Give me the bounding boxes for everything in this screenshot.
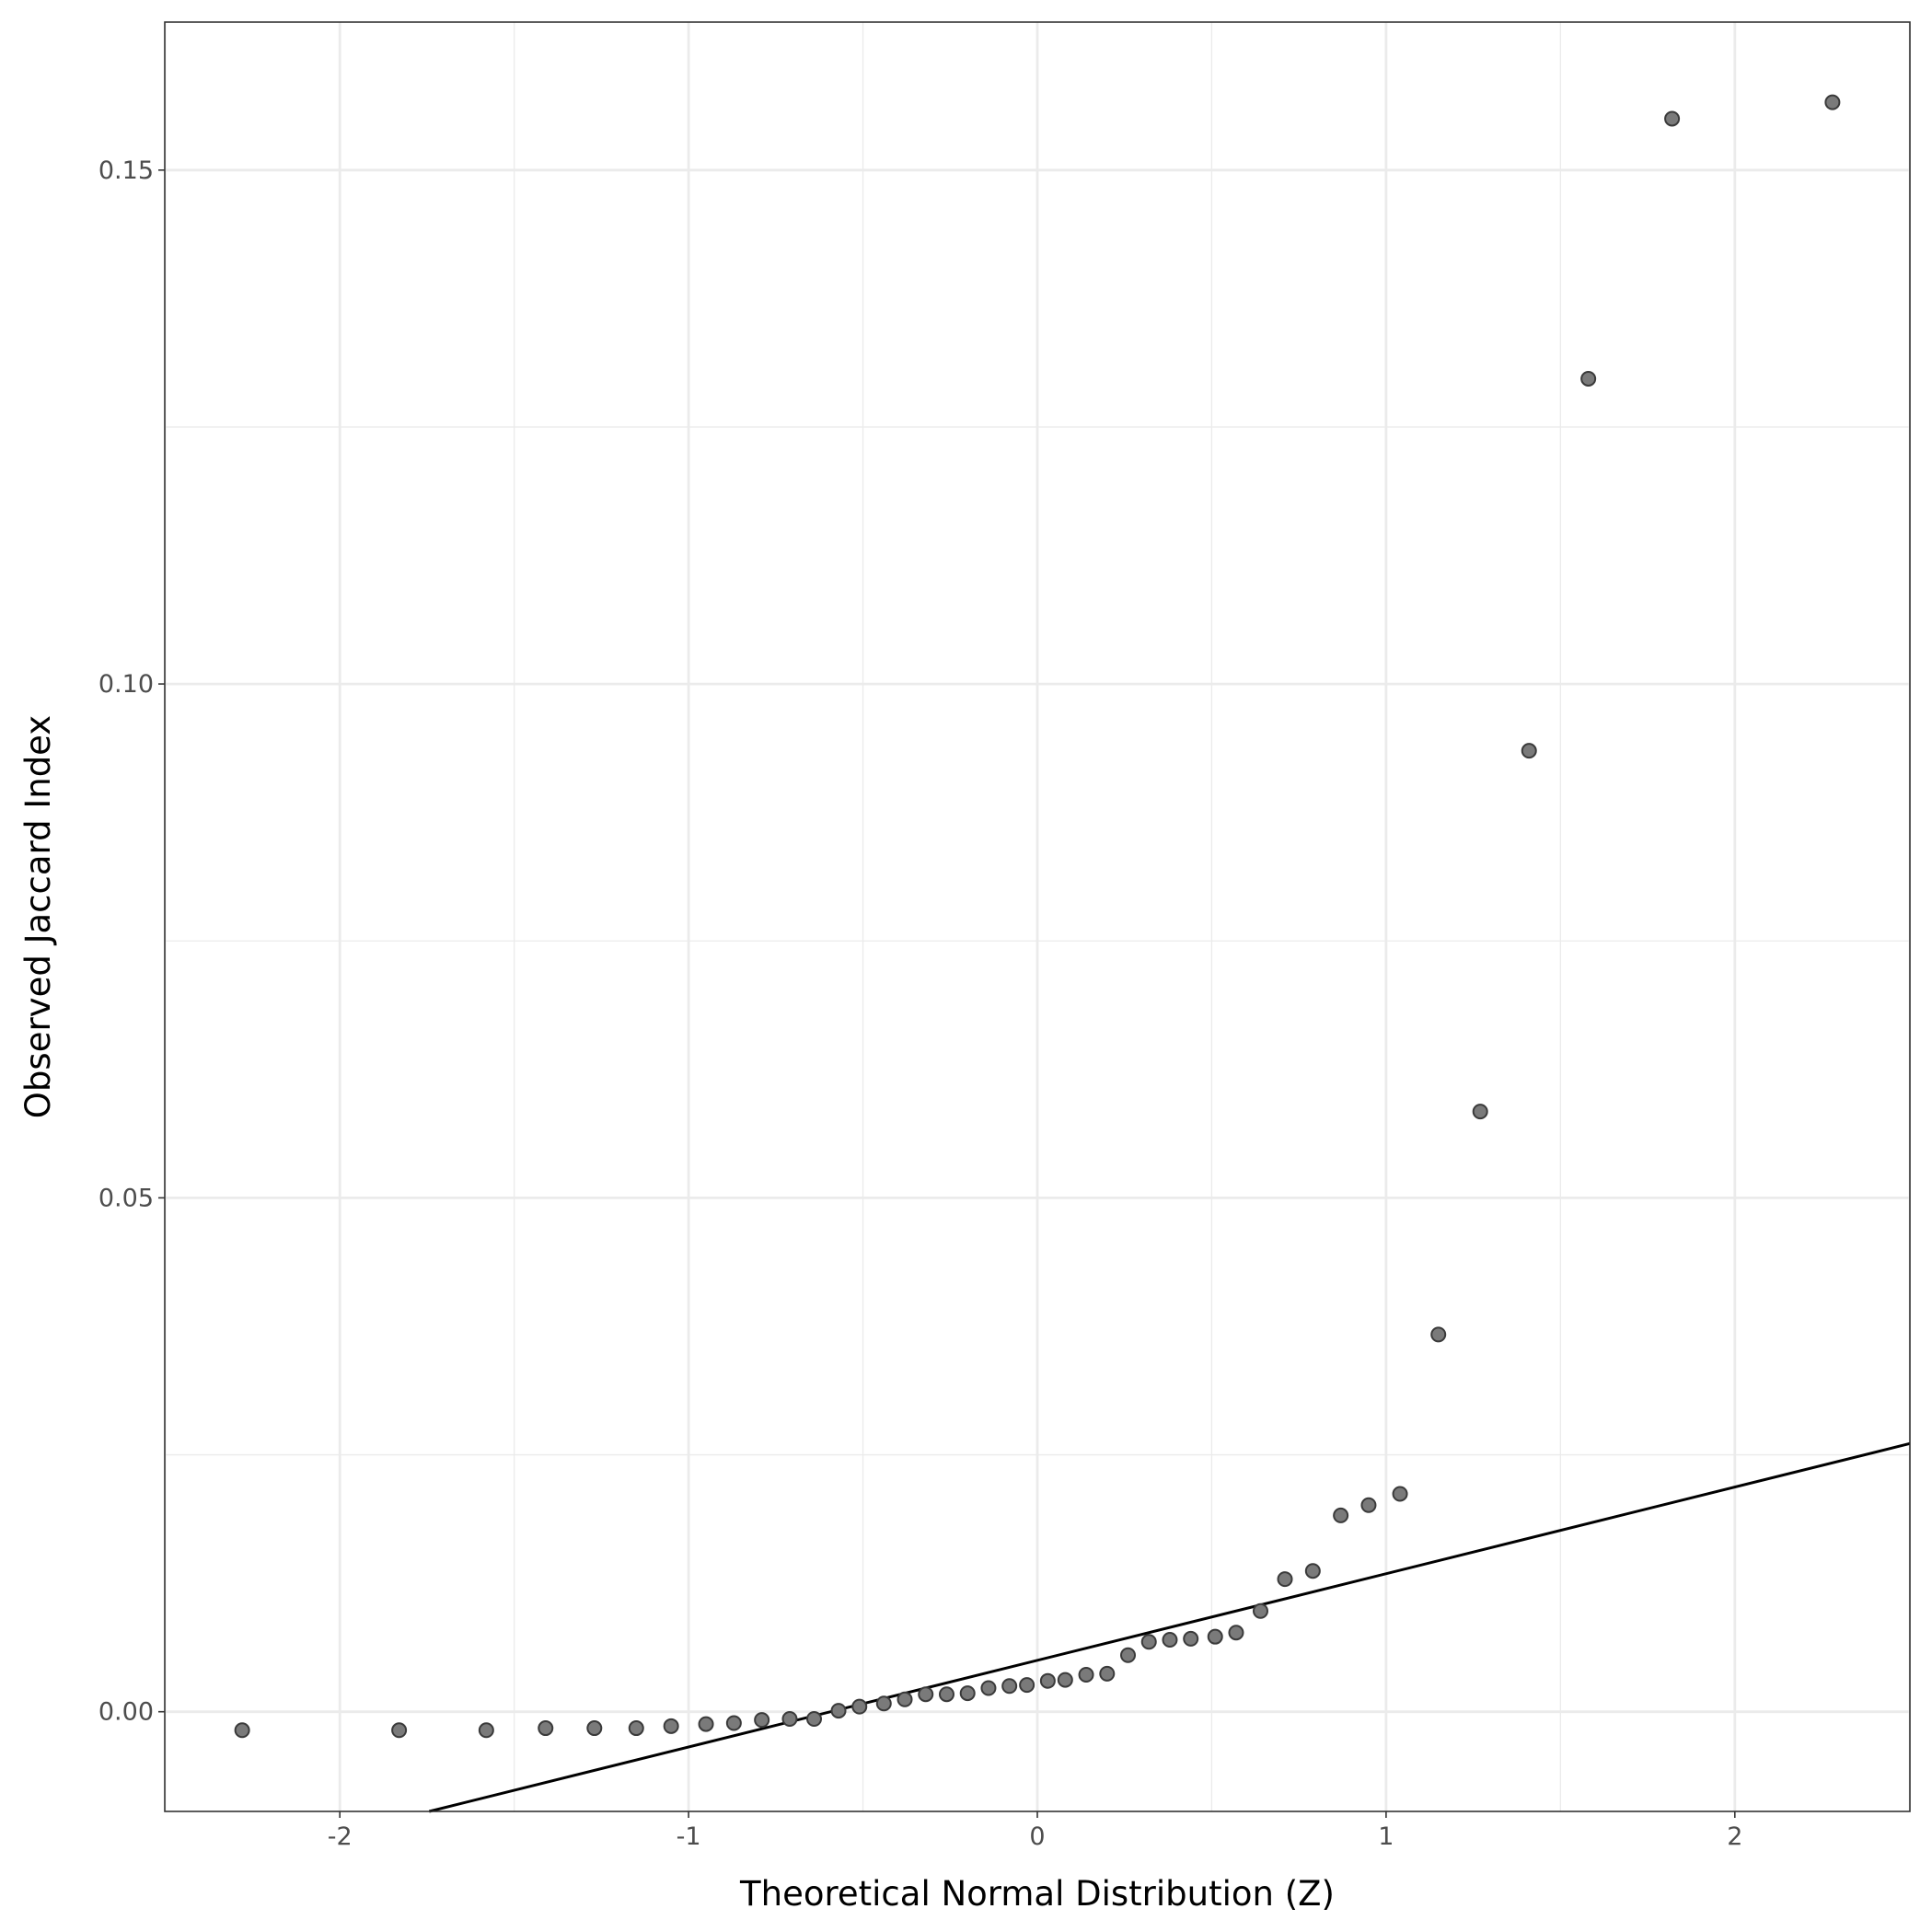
data-point xyxy=(1099,1665,1116,1682)
data-point xyxy=(698,1716,714,1732)
data-point xyxy=(1078,1666,1094,1683)
data-point xyxy=(897,1691,913,1707)
data-point xyxy=(725,1715,742,1731)
points xyxy=(234,94,1841,1739)
data-point xyxy=(1824,94,1841,110)
reference-line xyxy=(428,1441,1911,1813)
data-point xyxy=(1001,1678,1018,1695)
data-point xyxy=(1120,1647,1137,1663)
data-point xyxy=(1228,1625,1244,1641)
data-point xyxy=(1162,1632,1178,1649)
x-tick-label: -1 xyxy=(677,1822,701,1851)
data-point xyxy=(1057,1672,1073,1688)
data-point xyxy=(1392,1486,1408,1502)
x-tick-label: 1 xyxy=(1378,1822,1394,1851)
data-point xyxy=(1252,1602,1268,1619)
data-point xyxy=(875,1695,892,1712)
data-point xyxy=(938,1686,954,1703)
data-point xyxy=(1360,1497,1377,1513)
data-point xyxy=(1333,1507,1349,1523)
y-tick-label: 0.15 xyxy=(98,156,154,185)
data-point xyxy=(959,1685,976,1702)
x-tick-label: 2 xyxy=(1727,1822,1742,1851)
data-point xyxy=(830,1703,847,1719)
data-point xyxy=(478,1722,494,1739)
data-point xyxy=(628,1720,644,1737)
data-point xyxy=(851,1698,868,1715)
data-point xyxy=(234,1722,250,1739)
x-tick-label: -2 xyxy=(328,1822,353,1851)
data-point xyxy=(1472,1104,1488,1120)
data-point xyxy=(1521,743,1537,759)
data-point xyxy=(1039,1672,1056,1689)
data-point xyxy=(586,1720,603,1737)
y-axis-title: Observed Jaccard Index xyxy=(18,715,58,1118)
data-point xyxy=(1019,1677,1035,1694)
data-point xyxy=(663,1718,679,1734)
ticks: -2 -1 0 1 2 0.00 0.05 0.10 0.15 xyxy=(98,156,1743,1851)
data-point xyxy=(980,1680,997,1696)
data-point xyxy=(918,1686,934,1703)
y-tick-label: 0.00 xyxy=(98,1698,154,1727)
data-point xyxy=(1580,370,1597,387)
data-point xyxy=(1277,1571,1293,1588)
data-point xyxy=(391,1722,408,1739)
grid xyxy=(165,22,1910,1811)
data-point xyxy=(1140,1634,1157,1650)
data-point xyxy=(781,1711,798,1728)
data-point xyxy=(754,1712,770,1729)
data-point xyxy=(538,1720,554,1737)
y-tick-label: 0.10 xyxy=(98,670,154,699)
data-point xyxy=(1430,1326,1447,1343)
data-point xyxy=(806,1711,823,1728)
data-point xyxy=(1183,1630,1199,1647)
x-tick-label: 0 xyxy=(1029,1822,1045,1851)
data-point xyxy=(1207,1628,1223,1645)
reference-line-group xyxy=(428,1441,1911,1813)
data-point xyxy=(1664,110,1681,127)
x-axis-title: Theoretical Normal Distribution (Z) xyxy=(739,1874,1335,1914)
y-tick-label: 0.05 xyxy=(98,1184,154,1212)
data-point xyxy=(1304,1563,1321,1579)
